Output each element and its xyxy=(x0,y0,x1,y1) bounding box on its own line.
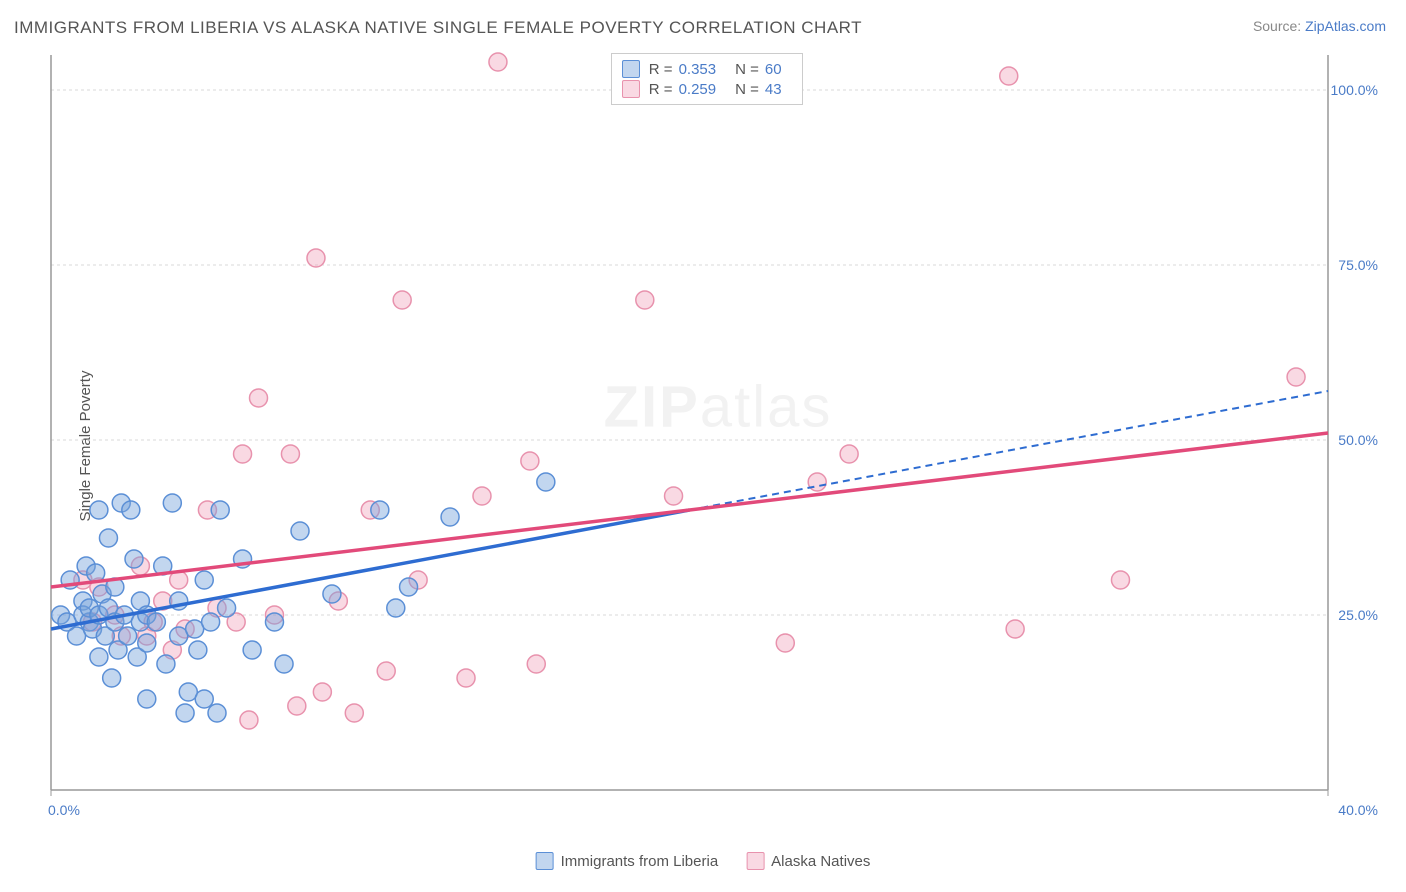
data-point xyxy=(103,669,121,687)
data-point xyxy=(281,445,299,463)
data-point xyxy=(840,445,858,463)
data-point xyxy=(371,501,389,519)
data-point xyxy=(157,655,175,673)
data-point xyxy=(313,683,331,701)
correlation-legend-row: R = 0.353 N = 60 xyxy=(622,59,792,79)
data-point xyxy=(122,501,140,519)
data-point xyxy=(1111,571,1129,589)
data-point xyxy=(489,53,507,71)
data-point xyxy=(457,669,475,687)
data-point xyxy=(473,487,491,505)
r-value: 0.259 xyxy=(679,81,717,98)
scatter-chart-svg: 25.0% 50.0% 75.0% 100.0% 0.0% 40.0% xyxy=(48,50,1388,827)
trend-line-extrapolated xyxy=(690,391,1329,510)
data-point xyxy=(125,550,143,568)
data-point xyxy=(195,571,213,589)
data-point xyxy=(387,599,405,617)
data-point xyxy=(776,634,794,652)
chart-plot-area: 25.0%50.0%75.0%100.0%0.0%40.0% ZIPatlas … xyxy=(48,50,1388,827)
data-point xyxy=(537,473,555,491)
x-tick-label: 40.0% xyxy=(1338,802,1378,818)
r-value: 0.353 xyxy=(679,61,717,78)
data-point xyxy=(90,648,108,666)
data-point xyxy=(218,599,236,617)
data-point xyxy=(195,690,213,708)
n-label: N = xyxy=(735,61,759,78)
y-tick-label: 75.0% xyxy=(1338,257,1378,273)
data-point xyxy=(211,501,229,519)
correlation-legend: R = 0.353 N = 60 R = 0.259 N = 43 xyxy=(611,53,803,105)
source-label: Source: xyxy=(1253,18,1305,34)
data-point xyxy=(323,585,341,603)
data-point xyxy=(147,613,165,631)
data-point xyxy=(138,690,156,708)
source-link[interactable]: ZipAtlas.com xyxy=(1305,18,1386,34)
y-tick-label: 50.0% xyxy=(1338,432,1378,448)
source-attribution: Source: ZipAtlas.com xyxy=(1253,18,1386,34)
chart-title: IMMIGRANTS FROM LIBERIA VS ALASKA NATIVE… xyxy=(14,18,862,38)
legend-swatch xyxy=(622,80,640,98)
data-point xyxy=(288,697,306,715)
data-point xyxy=(119,627,137,645)
chart-container: IMMIGRANTS FROM LIBERIA VS ALASKA NATIVE… xyxy=(0,0,1406,892)
data-point xyxy=(138,634,156,652)
data-point xyxy=(1000,67,1018,85)
data-point xyxy=(521,452,539,470)
data-point xyxy=(1287,368,1305,386)
r-label: R = xyxy=(649,81,673,98)
legend-swatch xyxy=(622,60,640,78)
data-point xyxy=(243,641,261,659)
data-point xyxy=(202,613,220,631)
data-point xyxy=(665,487,683,505)
legend-label: Alaska Natives xyxy=(771,853,870,870)
data-point xyxy=(250,389,268,407)
data-point xyxy=(176,704,194,722)
data-point xyxy=(163,494,181,512)
data-point xyxy=(240,711,258,729)
data-point xyxy=(527,655,545,673)
legend-label: Immigrants from Liberia xyxy=(561,853,719,870)
data-point xyxy=(90,501,108,519)
data-point xyxy=(275,655,293,673)
data-point xyxy=(377,662,395,680)
data-point xyxy=(307,249,325,267)
n-value: 43 xyxy=(765,81,782,98)
data-point xyxy=(636,291,654,309)
y-tick-label: 100.0% xyxy=(1331,82,1378,98)
data-point xyxy=(291,522,309,540)
n-label: N = xyxy=(735,81,759,98)
correlation-legend-row: R = 0.259 N = 43 xyxy=(622,79,792,99)
legend-swatch xyxy=(536,852,554,870)
data-point xyxy=(265,613,283,631)
legend-swatch xyxy=(746,852,764,870)
data-point xyxy=(345,704,363,722)
data-point xyxy=(208,704,226,722)
data-point xyxy=(441,508,459,526)
y-tick-label: 25.0% xyxy=(1338,607,1378,623)
data-point xyxy=(393,291,411,309)
legend-item: Alaska Natives xyxy=(746,852,870,870)
data-point xyxy=(189,641,207,659)
data-point xyxy=(234,445,252,463)
data-point xyxy=(99,529,117,547)
series-legend: Immigrants from Liberia Alaska Natives xyxy=(536,852,871,870)
x-tick-label: 0.0% xyxy=(48,802,80,818)
data-point xyxy=(1006,620,1024,638)
legend-item: Immigrants from Liberia xyxy=(536,852,719,870)
n-value: 60 xyxy=(765,61,782,78)
r-label: R = xyxy=(649,61,673,78)
data-point xyxy=(400,578,418,596)
